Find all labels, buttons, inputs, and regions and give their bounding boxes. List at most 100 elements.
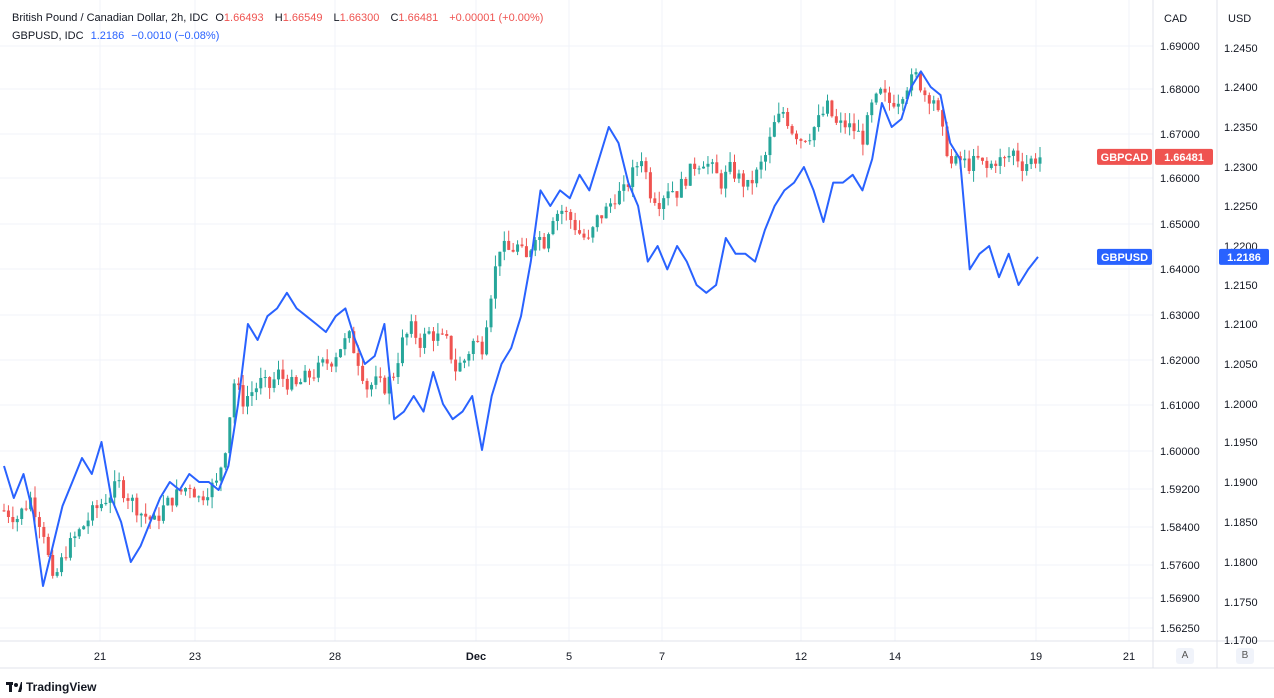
cad-tick-label: 1.61000 <box>1160 400 1200 412</box>
candle-body <box>644 161 648 173</box>
candle-body <box>405 333 409 338</box>
candle-body <box>949 156 953 164</box>
gbpusd-name-badge: GBPUSD <box>1101 252 1148 264</box>
open-value: 1.66493 <box>223 12 264 24</box>
cad-tick-label: 1.56900 <box>1160 593 1200 605</box>
candle-body <box>1011 150 1015 156</box>
cad-tick-label: 1.65000 <box>1160 219 1200 231</box>
candle-body <box>246 396 250 407</box>
gbpusd-value-badge: 1.2186 <box>1227 252 1261 264</box>
candle-body <box>693 163 697 170</box>
candle-body <box>272 379 276 388</box>
candle-body <box>719 173 723 189</box>
scale-b-button[interactable]: B <box>1236 648 1254 664</box>
candle-body <box>427 331 431 334</box>
candle-body <box>201 496 205 501</box>
candle-body <box>631 167 635 187</box>
footer-brand[interactable]: TradingView <box>6 680 96 694</box>
candle-body <box>285 378 289 390</box>
candle-body <box>11 517 15 523</box>
brand-name: TradingView <box>26 680 97 694</box>
gbpcad-value-badge-bg <box>1155 148 1213 165</box>
cad-tick-label: 1.64000 <box>1160 264 1200 276</box>
candle-body <box>927 95 931 104</box>
candle-body <box>449 335 453 360</box>
candle-body <box>188 488 192 490</box>
candle-body <box>24 508 28 510</box>
candle-body <box>268 377 272 388</box>
candle-body <box>941 110 945 127</box>
usd-tick-label: 1.2400 <box>1224 82 1258 94</box>
candle-body <box>1038 157 1042 164</box>
candle-body <box>175 489 179 506</box>
cad-tick-label: 1.67000 <box>1160 129 1200 141</box>
candle-body <box>440 333 444 335</box>
auto-scale-button[interactable]: A <box>1176 648 1194 664</box>
candle-body <box>1029 158 1033 165</box>
cad-axis-header: CAD <box>1164 13 1187 25</box>
candle-body <box>622 184 626 191</box>
candle-body <box>821 113 825 116</box>
candle-body <box>516 244 520 252</box>
candle-body <box>834 116 838 123</box>
candle-body <box>290 377 294 390</box>
candle-body <box>586 237 590 239</box>
candle-body <box>316 362 320 378</box>
candle-body <box>64 557 68 559</box>
candle-body <box>772 122 776 137</box>
candle-body <box>215 480 219 483</box>
candle-body <box>1020 161 1024 171</box>
candle-body <box>936 100 940 111</box>
x-tick-label: 7 <box>659 651 665 663</box>
candle-body <box>51 555 55 576</box>
candle-body <box>989 163 993 168</box>
high-value: 1.66549 <box>282 12 323 24</box>
candle-body <box>1003 157 1007 159</box>
cad-tick-label: 1.57600 <box>1160 560 1200 572</box>
cad-tick-label: 1.60000 <box>1160 446 1200 458</box>
candle-body <box>400 337 404 364</box>
candle-body <box>263 377 267 379</box>
usd-tick-label: 1.1750 <box>1224 597 1258 609</box>
candle-body <box>126 498 130 501</box>
candle-body <box>210 482 214 498</box>
candle-body <box>626 184 630 187</box>
candle-body <box>480 341 484 355</box>
candle-body <box>179 489 183 492</box>
candle-body <box>250 392 254 397</box>
candle-body <box>338 349 342 358</box>
usd-tick-label: 1.1900 <box>1224 477 1258 489</box>
candle-body <box>794 133 798 140</box>
candle-body <box>276 369 280 380</box>
candle-body <box>73 536 77 539</box>
candle-body <box>170 497 174 506</box>
cad-tick-label: 1.56250 <box>1160 623 1200 635</box>
candle-body <box>369 384 373 390</box>
candle-body <box>157 515 161 521</box>
candle-body <box>684 178 688 186</box>
candle-body <box>635 166 639 168</box>
candle-body <box>901 99 905 104</box>
candle-body <box>409 321 413 334</box>
candle-body <box>755 169 759 184</box>
candle-body <box>493 266 497 299</box>
candle-body <box>77 529 81 537</box>
candle-body <box>533 239 537 251</box>
candle-body <box>330 363 334 367</box>
candle-body <box>759 161 763 170</box>
candle-body <box>843 120 847 128</box>
x-tick-label: 28 <box>329 651 341 663</box>
candle-body <box>184 488 188 492</box>
candle-body <box>812 127 816 141</box>
candle-body <box>573 219 577 231</box>
candle-body <box>144 513 148 517</box>
candle-body <box>55 572 59 576</box>
candle-body <box>666 191 670 199</box>
candle-body <box>524 246 528 258</box>
candle-body <box>737 173 741 179</box>
candle-body <box>219 467 223 481</box>
candle-body <box>95 505 99 509</box>
candle-body <box>648 172 652 199</box>
candle-body <box>122 480 126 499</box>
